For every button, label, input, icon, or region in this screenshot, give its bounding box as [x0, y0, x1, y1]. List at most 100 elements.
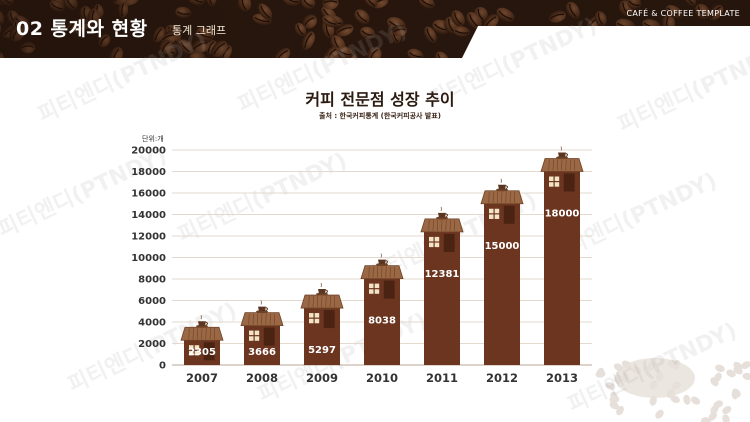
y-tick-label: 12000: [131, 232, 166, 243]
coffee-bean-icon: [613, 363, 624, 372]
coffee-bean-icon: [733, 361, 743, 371]
value-label: 18000: [545, 209, 580, 220]
coffee-cup-icon: [556, 146, 568, 159]
window-pane: [374, 283, 380, 289]
y-tick-label: 20000: [131, 146, 166, 157]
bar-2011: 12381: [420, 206, 464, 365]
coffee-bean-icon: [722, 406, 732, 415]
window-pane: [194, 350, 200, 356]
window-pane: [314, 313, 320, 318]
coffee-bean-icon: [605, 382, 616, 390]
coffee-bean-icon: [731, 389, 739, 400]
chart-subtitle: 출처 : 한국커피통계 (한국커피공사 발표): [319, 111, 441, 120]
window-pane: [554, 182, 560, 187]
coffee-bean-icon: [655, 409, 664, 419]
bar-2007: 2305: [180, 315, 224, 365]
bar-2010: 8038: [360, 253, 404, 365]
coffee-bean-icon: [656, 371, 664, 382]
x-tick-label: 2007: [186, 371, 218, 385]
coffee-bean-icon: [646, 361, 656, 372]
value-label: 12381: [425, 269, 460, 280]
window-pane: [314, 318, 320, 324]
coffee-cup-icon: [376, 253, 388, 267]
coffee-bean-icon: [596, 367, 605, 378]
coffee-cup-beans-decoration: [595, 358, 750, 422]
coffee-bean-icon: [649, 380, 658, 390]
y-tick-label: 18000: [131, 167, 166, 178]
coffee-bean-icon: [710, 404, 719, 414]
x-tick-label: 2012: [486, 371, 518, 385]
coffee-cup-icon: [256, 300, 268, 314]
y-tick-label: 2000: [138, 339, 166, 350]
coffee-bean-icon: [621, 372, 629, 383]
coffee-bean-icon: [722, 414, 730, 422]
coffee-bean-icon: [741, 361, 750, 370]
bar-2008: 3666: [240, 300, 284, 365]
window-pane: [309, 313, 314, 318]
window-pane: [429, 236, 434, 242]
coffee-bean-icon: [616, 405, 624, 416]
bar-body: [424, 231, 460, 365]
coffee-cup-icon: [615, 358, 695, 398]
x-tick-label: 2008: [246, 371, 278, 385]
window-pane: [554, 176, 560, 181]
window-pane: [249, 336, 254, 341]
x-tick-label: 2010: [366, 371, 398, 385]
value-label: 15000: [485, 241, 520, 252]
bar-body: [484, 203, 520, 365]
coffee-bean-icon: [732, 388, 741, 398]
coffee-bean-icon: [713, 372, 722, 382]
template-label: CAFÉ & COFFEE TEMPLATE: [626, 9, 740, 18]
bars: 2305 3666 5297 8038 12381 15000 18000: [180, 146, 584, 365]
unit-label: 단위:개: [142, 134, 164, 143]
window-pane: [429, 242, 434, 248]
coffee-bean-icon: [742, 372, 750, 380]
x-tick-label: 2013: [546, 371, 578, 385]
window-pane: [254, 330, 260, 336]
door-shape: [323, 310, 335, 329]
window-pane: [309, 318, 314, 324]
x-axis: 2007 2008 2009 2010 2011 2012 2013: [186, 371, 578, 385]
value-label: 2305: [188, 347, 216, 358]
window-pane: [489, 208, 494, 214]
door-shape: [383, 280, 395, 299]
coffee-bean-icon: [614, 374, 622, 385]
value-label: 5297: [308, 345, 336, 356]
door-shape: [263, 327, 275, 346]
window-pane: [489, 214, 494, 219]
y-tick-label: 16000: [131, 189, 166, 200]
window-pane: [434, 242, 440, 248]
coffee-bean-icon: [609, 395, 620, 404]
coffee-bean-icon: [610, 391, 619, 402]
door-shape: [563, 173, 575, 192]
window-pane: [194, 345, 200, 350]
window-pane: [369, 289, 374, 294]
y-tick-label: 8000: [138, 275, 166, 286]
coffee-bean-icon: [621, 360, 632, 369]
value-label: 3666: [248, 347, 276, 358]
coffee-cup-icon: [436, 206, 448, 220]
coffee-bean-icon: [670, 395, 680, 404]
coffee-cup-icon: [496, 178, 508, 192]
window-pane: [369, 283, 374, 289]
coffee-bean-icon: [715, 364, 725, 373]
coffee-cup-icon: [196, 315, 208, 328]
coffee-bean-icon: [710, 377, 719, 387]
coffee-bean-icon: [666, 388, 675, 398]
x-tick-label: 2009: [306, 371, 338, 385]
coffee-bean-header: 02 통계와 현황 통계 그래프 CAFÉ & COFFEE TEMPLATE: [0, 0, 750, 58]
y-axis: 0 2000 4000 6000 8000 10000 12000 14000 16000 180…: [131, 146, 166, 372]
coffee-bean-icon: [672, 360, 681, 370]
y-tick-label: 6000: [138, 296, 166, 307]
y-tick-label: 0: [159, 361, 166, 372]
door-shape: [503, 205, 515, 224]
window-pane: [549, 176, 554, 181]
door-shape: [443, 233, 455, 252]
window-pane: [494, 214, 500, 219]
window-pane: [249, 330, 254, 336]
bar-2012: 15000: [480, 178, 524, 365]
bar-2009: 5297: [300, 282, 344, 365]
y-tick-label: 4000: [138, 318, 166, 329]
